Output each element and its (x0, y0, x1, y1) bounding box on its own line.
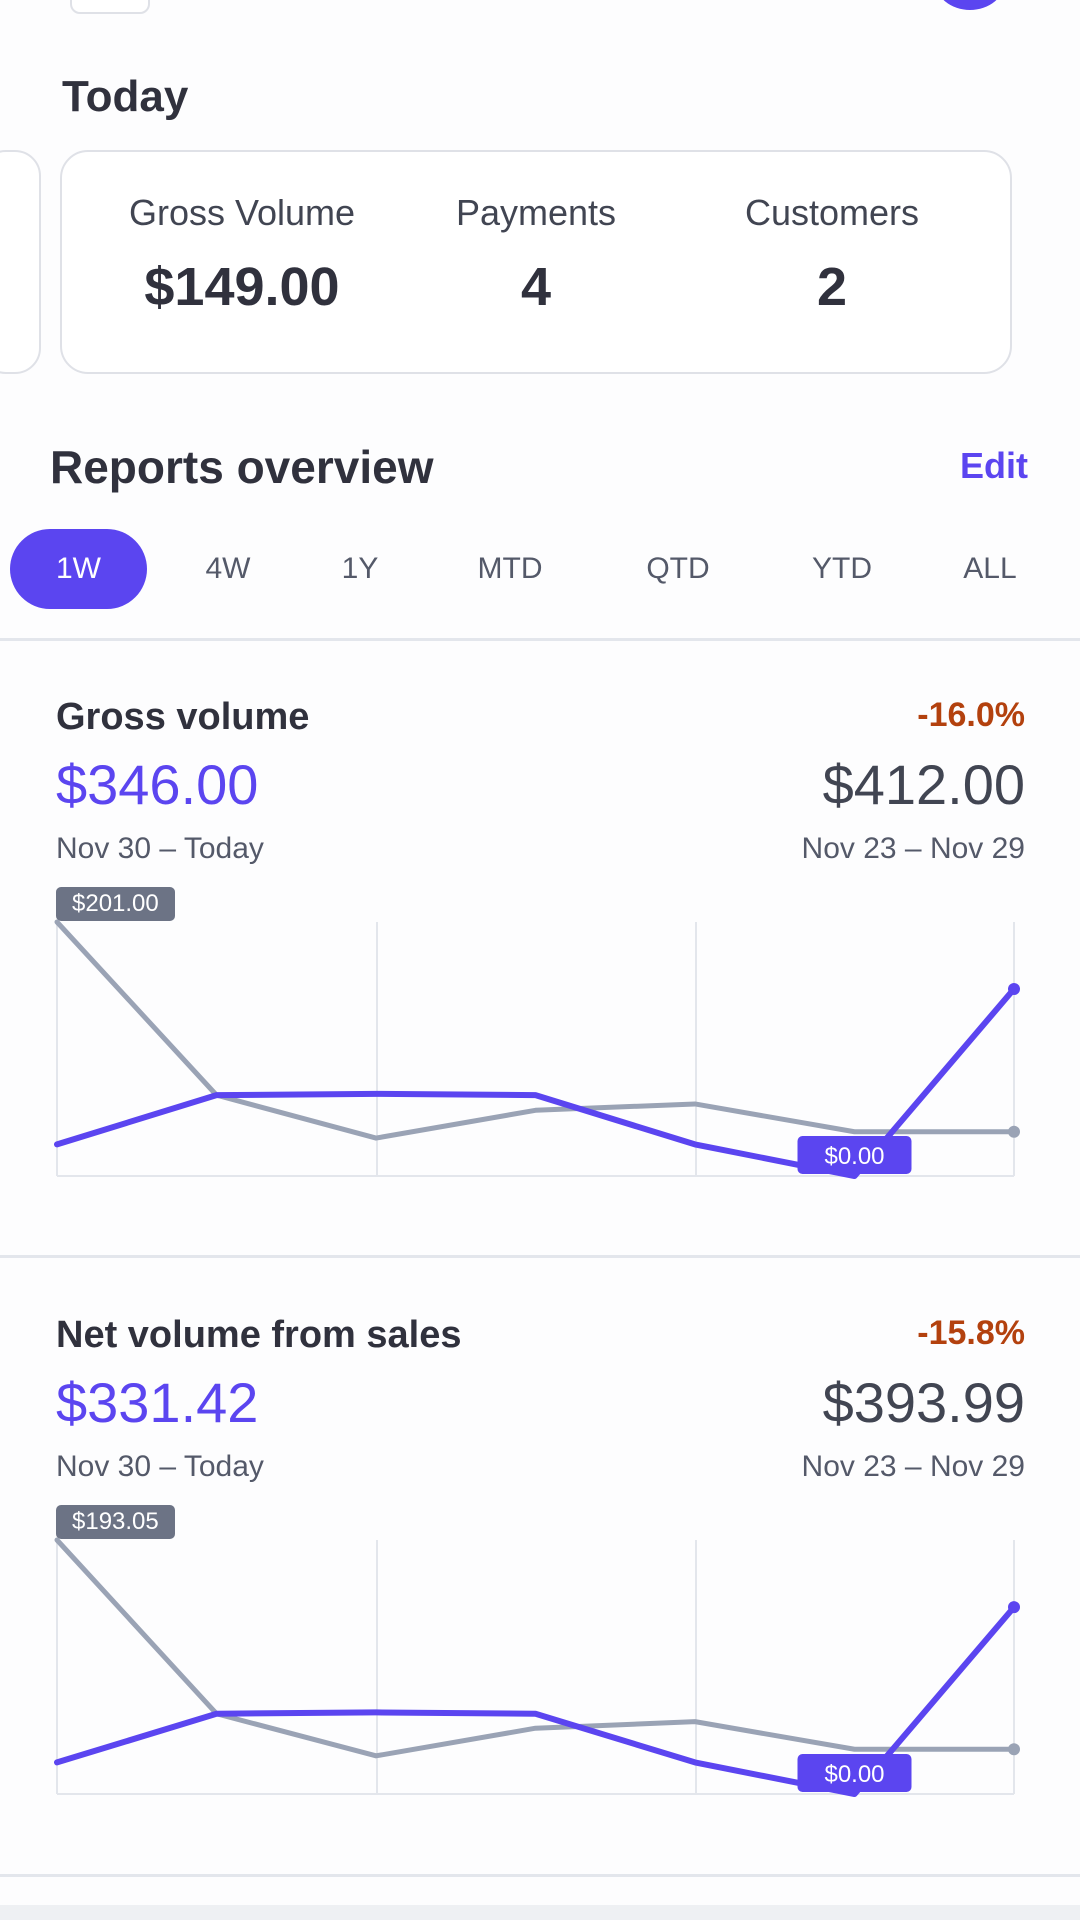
chart-min-label: $0.00 (824, 1761, 884, 1788)
previous-period-endpoint (1008, 1743, 1020, 1756)
metric-current-value: $346.00 (56, 753, 259, 816)
chart-min-badge-bg (797, 1136, 912, 1174)
tab-4w[interactable]: 4W (205, 552, 251, 585)
divider (0, 1255, 1080, 1258)
previous-period-line (54, 919, 1017, 1141)
metric-previous-range: Nov 23 – Nov 29 (801, 832, 1025, 865)
today-title: Today (62, 72, 189, 121)
metric-card-gross-volume[interactable]: Gross volume -16.0% $346.00 $412.00 Nov … (0, 640, 1080, 1255)
chart-svg: $0.00 (54, 1537, 1020, 1797)
divider (0, 638, 1080, 641)
stat-value: 4 (520, 257, 552, 317)
metric-title: Gross volume (56, 696, 310, 738)
period-tabs: 1W 4W 1Y MTD QTD YTD ALL (10, 529, 1040, 609)
chart-min-label: $0.00 (824, 1143, 884, 1170)
edit-link[interactable]: Edit (960, 445, 1028, 486)
metric-current-range: Nov 30 – Today (56, 1450, 264, 1483)
current-period-line (54, 1604, 1017, 1797)
reports-title: Reports overview (50, 441, 434, 493)
tab-mtd[interactable]: MTD (477, 552, 543, 585)
tab-1y[interactable]: 1Y (341, 552, 379, 585)
current-period-endpoint (1008, 1601, 1020, 1614)
today-stats-card[interactable]: Gross Volume $149.00 Payments 4 Customer… (60, 150, 1012, 374)
stat-label: Gross Volume (128, 192, 356, 233)
current-period-endpoint (1008, 982, 1020, 995)
metric-previous-value: $412.00 (822, 753, 1025, 816)
tab-qtd[interactable]: QTD (646, 552, 710, 585)
stat-value: 2 (816, 257, 848, 317)
stat-gross-volume: Gross Volume $149.00 (92, 192, 392, 318)
top-control[interactable] (70, 0, 150, 14)
chart-min-badge: $0.00 (797, 1136, 912, 1174)
bottom-shade (0, 1905, 1080, 1920)
avatar[interactable] (935, 0, 1005, 10)
stat-value: $149.00 (144, 257, 340, 317)
gross-volume-chart[interactable]: $0.00 (0, 910, 1080, 1230)
chart-svg: $0.00 (54, 919, 1020, 1179)
chart-min-badge: $0.00 (797, 1754, 912, 1792)
metric-title: Net volume from sales (56, 1314, 462, 1356)
tab-ytd[interactable]: YTD (812, 552, 872, 585)
chart-max-badge: $201.00 (56, 887, 175, 921)
net-volume-chart[interactable]: $0.00 (0, 1528, 1080, 1848)
previous-card-peek[interactable] (0, 150, 41, 374)
chart-min-badge-bg (797, 1754, 912, 1792)
previous-period-endpoint (1008, 1125, 1020, 1138)
stat-label: Payments (455, 192, 617, 233)
metric-change: -15.8% (917, 1314, 1025, 1352)
metric-previous-value: $393.99 (822, 1371, 1025, 1434)
divider (0, 1874, 1080, 1877)
previous-period-line (54, 1537, 1017, 1759)
stat-payments: Payments 4 (386, 192, 686, 318)
stat-customers: Customers 2 (682, 192, 982, 318)
chart-max-badge: $193.05 (56, 1505, 175, 1539)
metric-previous-range: Nov 23 – Nov 29 (801, 1450, 1025, 1483)
stat-label: Customers (744, 192, 920, 233)
metric-card-net-volume[interactable]: Net volume from sales -15.8% $331.42 $39… (0, 1258, 1080, 1873)
current-period-line (54, 985, 1017, 1179)
tab-1w[interactable]: 1W (10, 529, 147, 609)
metric-current-range: Nov 30 – Today (56, 832, 264, 865)
metric-change: -16.0% (917, 696, 1025, 734)
metric-current-value: $331.42 (56, 1371, 259, 1434)
tab-all[interactable]: ALL (963, 552, 1017, 585)
